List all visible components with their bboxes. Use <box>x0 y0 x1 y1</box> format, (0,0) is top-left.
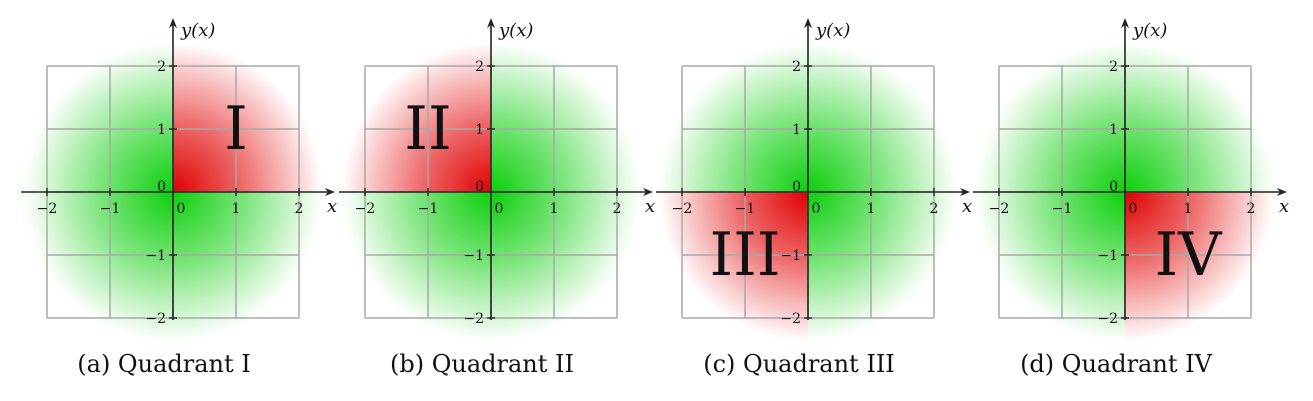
y-tick-label: −2 <box>145 311 166 327</box>
x-tick-label: −1 <box>735 201 756 217</box>
y-tick-label: −1 <box>780 248 801 264</box>
quadrant-diagram: −2 −1 0 1 2 2 1 0 −1 −2 x y(x) IV <box>973 18 1289 342</box>
panel-caption: (b) Quadrant II <box>390 350 574 378</box>
x-tick-label: −1 <box>418 201 439 217</box>
y-tick-label: −2 <box>1097 311 1118 327</box>
y-axis-label: y(x) <box>498 20 533 41</box>
x-tick-label: −2 <box>37 201 58 217</box>
y-tick-label: 1 <box>157 122 166 138</box>
x-tick-label: 1 <box>232 201 241 217</box>
x-tick-label: 2 <box>613 201 622 217</box>
x-tick-label: −2 <box>989 201 1010 217</box>
x-tick-label: 1 <box>1184 201 1193 217</box>
y-tick-label: 0 <box>1109 179 1118 195</box>
x-tick-label: −2 <box>355 201 376 217</box>
y-tick-label: 2 <box>1109 59 1118 75</box>
y-tick-label: 1 <box>475 122 484 138</box>
x-axis-arrow <box>960 188 970 196</box>
quadrant-diagram: −2 −1 0 1 2 2 1 0 −1 −2 x y(x) II <box>339 18 655 342</box>
y-tick-label: −1 <box>1097 248 1118 264</box>
y-tick-label: −1 <box>145 248 166 264</box>
panel-caption: (d) Quadrant IV <box>1020 350 1212 378</box>
highlighted-quadrant <box>658 192 808 342</box>
highlighted-quadrant <box>341 42 491 192</box>
x-axis-arrow <box>1277 188 1287 196</box>
y-axis-label: y(x) <box>1132 20 1167 41</box>
y-tick-label: 0 <box>157 179 166 195</box>
y-tick-label: −2 <box>780 311 801 327</box>
y-axis-arrow <box>169 18 177 28</box>
panel-caption: (c) Quadrant III <box>703 350 895 378</box>
panel-caption: (a) Quadrant I <box>77 350 251 378</box>
highlighted-quadrant <box>173 42 323 192</box>
panel-quadrant-4: −2 −1 0 1 2 2 1 0 −1 −2 x y(x) IV (d) Quadrant IV <box>952 0 1289 401</box>
x-tick-label: 1 <box>550 201 559 217</box>
x-tick-label: 1 <box>867 201 876 217</box>
y-tick-label: 0 <box>475 179 484 195</box>
y-tick-label: 2 <box>157 59 166 75</box>
y-axis-arrow <box>487 18 495 28</box>
x-tick-label: 2 <box>1247 201 1256 217</box>
x-axis-arrow <box>643 188 653 196</box>
x-tick-label: 0 <box>177 201 186 217</box>
panel-quadrant-1: −2 −1 0 1 2 2 1 0 −1 −2 x y(x) I (a) Quadrant I <box>0 0 337 401</box>
x-axis-label: x <box>1279 196 1289 217</box>
x-tick-label: 2 <box>295 201 304 217</box>
quadrant-diagram: −2 −1 0 1 2 2 1 0 −1 −2 x y(x) I <box>21 18 337 342</box>
y-tick-label: 0 <box>792 179 801 195</box>
x-tick-label: −2 <box>672 201 693 217</box>
panel-quadrant-3: −2 −1 0 1 2 2 1 0 −1 −2 x y(x) III (c) Quadrant III <box>635 0 972 401</box>
quadrant-label: I <box>224 94 248 164</box>
x-axis-label: x <box>962 196 972 217</box>
x-tick-label: 0 <box>1129 201 1138 217</box>
y-tick-label: 1 <box>792 122 801 138</box>
x-tick-label: −1 <box>1052 201 1073 217</box>
y-tick-label: 2 <box>475 59 484 75</box>
y-axis-label: y(x) <box>815 20 850 41</box>
y-tick-label: 1 <box>1109 122 1118 138</box>
x-tick-label: 2 <box>930 201 939 217</box>
quadrant-label: III <box>709 220 780 290</box>
y-tick-label: 2 <box>792 59 801 75</box>
y-axis-arrow <box>804 18 812 28</box>
quadrant-label: II <box>404 94 451 164</box>
y-tick-label: −2 <box>463 311 484 327</box>
quadrant-label: IV <box>1154 220 1223 290</box>
quadrant-diagram: −2 −1 0 1 2 2 1 0 −1 −2 x y(x) III <box>656 18 972 342</box>
y-axis-arrow <box>1121 18 1129 28</box>
highlighted-quadrant <box>1125 192 1275 342</box>
y-axis-label: y(x) <box>180 20 215 41</box>
x-axis-label: x <box>327 196 337 217</box>
x-tick-label: 0 <box>495 201 504 217</box>
x-tick-label: 0 <box>812 201 821 217</box>
x-axis-label: x <box>645 196 655 217</box>
x-axis-arrow <box>325 188 335 196</box>
y-tick-label: −1 <box>463 248 484 264</box>
panel-quadrant-2: −2 −1 0 1 2 2 1 0 −1 −2 x y(x) II (b) Quadrant II <box>318 0 655 401</box>
x-tick-label: −1 <box>100 201 121 217</box>
